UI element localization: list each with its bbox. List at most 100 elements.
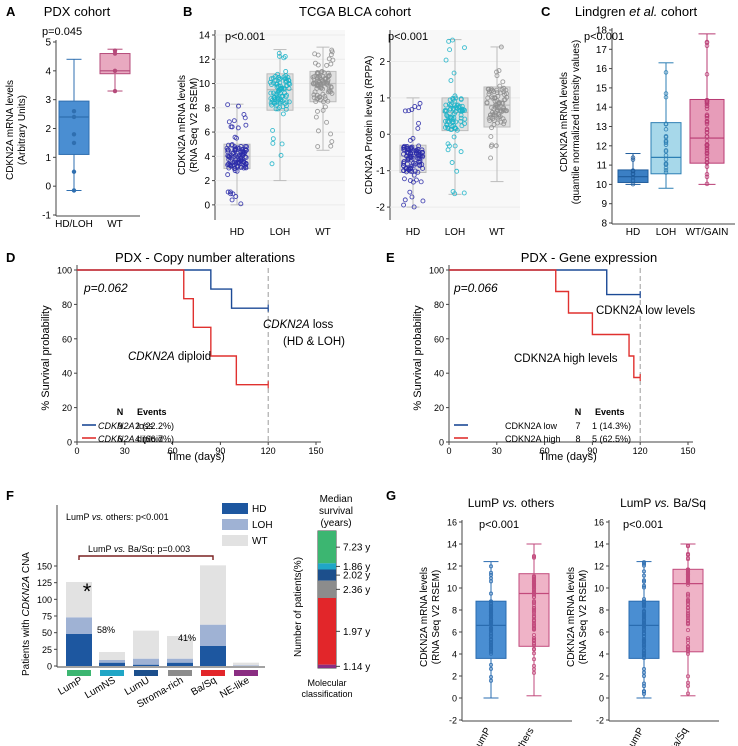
- panel-f-legend-swatch: [222, 535, 248, 546]
- panel-b2-wt-point: [500, 116, 506, 122]
- panel-f-bar-basq-loh: [200, 624, 226, 646]
- panel-b2-wt-point: [494, 73, 500, 79]
- panel-e-x-tick-label: 120: [633, 446, 648, 456]
- panel-b2-wt-point: [488, 134, 494, 140]
- panel-b2-hd-point: [415, 169, 421, 175]
- panel-g2-lump-point: [641, 643, 647, 648]
- panel-c-hd-point: [630, 157, 636, 162]
- panel-e-table-row2-label: CDKN2A high: [505, 434, 561, 444]
- panel-b1-hd-point: [231, 118, 237, 124]
- panel-g2-y-tick-label: 2: [599, 672, 604, 682]
- panel-b1-hd-point: [225, 102, 231, 108]
- panel-b1-hd-point: [242, 115, 248, 121]
- panel-a-y-tick-label: 3: [45, 95, 51, 106]
- panel-b1-hd-point: [228, 163, 234, 169]
- panel-b2-hd-point: [402, 197, 408, 203]
- panel-b1-wt-point: [329, 139, 335, 145]
- panel-b1-loh-point: [278, 152, 284, 158]
- panel-g1-xtick-lump: LumP: [471, 726, 494, 746]
- panel-d-series-b: [77, 269, 269, 386]
- panel-e-x-tick-label: 60: [540, 446, 550, 456]
- panel-f-bar-lumu-hd: [133, 664, 159, 666]
- panel-b2-wt-point: [496, 114, 502, 120]
- panel-b2-hd-point: [416, 120, 421, 126]
- panel-b1-hd-point: [225, 153, 231, 159]
- panel-b1-wt-point: [315, 128, 321, 134]
- panel-b2-wt-point: [494, 98, 500, 104]
- panel-g2-basq-point: [685, 597, 691, 602]
- panel-c-hd-point: [630, 171, 636, 176]
- panel-b1-loh-point: [283, 83, 289, 89]
- panel-g1-others-point: [531, 657, 537, 662]
- panel-c-pvalue: p<0.001: [584, 31, 624, 43]
- panel-g1-others-point: [531, 637, 537, 642]
- legend-label-wt: WT: [252, 536, 268, 547]
- panel-b-title: TCGA BLCA cohort: [299, 4, 411, 19]
- panel-g1-lump-point: [488, 662, 494, 667]
- panel-f-y-tick-label: 125: [37, 578, 52, 588]
- panel-e-series-b: [449, 269, 641, 379]
- panel-b1-wt-point: [328, 143, 334, 149]
- panel-b2-y-tick-label: -1: [376, 166, 385, 177]
- panel-b1-hd-point: [234, 145, 240, 151]
- panel-g2-lump-point: [641, 615, 647, 620]
- panel-b1-loh-point: [277, 53, 282, 59]
- panel-g2-lump-point: [641, 569, 647, 574]
- panel-c-ylabel: CDKN2A mRNA levels: [559, 72, 570, 172]
- panel-b1-hd-point: [229, 142, 235, 148]
- panel-b2-wt-point: [489, 142, 495, 148]
- panel-g2-lump-point: [641, 560, 647, 565]
- panel-g1-others-point: [531, 606, 537, 611]
- panel-b1-hd-point: [229, 197, 235, 203]
- panel-b1-hd-point: [240, 149, 246, 155]
- panel-b1-hd-point: [236, 153, 242, 159]
- panel-g2-pvalue: p<0.001: [623, 519, 663, 531]
- panel-b2-loh-point: [447, 47, 453, 53]
- panel-b1-y-tick-label: 4: [204, 152, 210, 163]
- panel-b1-pvalue: p<0.001: [225, 31, 265, 43]
- panel-f-bracket: [78, 555, 214, 560]
- panel-g2-lump-point: [641, 585, 647, 590]
- panel-b1-hd-point: [229, 124, 235, 130]
- panel-g2-lump-point: [641, 639, 647, 644]
- panel-c-y-tick-label: 10: [596, 180, 608, 191]
- panel-b2-wt-point: [493, 143, 499, 149]
- panel-g1-others-point: [531, 627, 537, 632]
- panel-b1-loh-point: [286, 81, 292, 86]
- panel-g1-others-point: [531, 574, 537, 579]
- panel-b2-y-tick-label: 2: [379, 57, 385, 68]
- panel-c-wtgain-point: [704, 160, 710, 166]
- panel-b1-loh-point: [282, 101, 288, 106]
- panel-f-y-tick-label: 50: [42, 628, 52, 638]
- panel-b2-hd-point: [408, 157, 414, 163]
- panel-b2-loh-point: [450, 189, 456, 194]
- panel-b1-wt-point: [315, 52, 321, 58]
- panel-d-table-row2-label: CDKN2A diploid: [98, 434, 163, 444]
- panel-f-bar-basq-wt: [200, 565, 226, 625]
- panel-b2-hd-point: [402, 108, 408, 114]
- panel-b2-wt-point: [500, 107, 506, 113]
- panel-b1-loh-point: [278, 86, 284, 92]
- panel-b1-loh-point: [283, 69, 289, 74]
- panel-e-x-tick-label: 0: [446, 446, 451, 456]
- panel-b1-loh-point: [270, 136, 276, 142]
- panel-g2-y-tick-label: -2: [596, 716, 604, 726]
- panel-b2-hd-point: [407, 178, 413, 184]
- panel-b2-loh-point: [443, 102, 449, 108]
- panel-e-y-tick-label: 40: [434, 369, 444, 379]
- panel-g2-lump-point: [641, 684, 647, 689]
- panel-b1-y-tick-label: 6: [204, 128, 210, 139]
- panel-b2-loh-point: [449, 160, 455, 165]
- panel-b2-hd-point: [415, 146, 421, 152]
- panel-b2-loh-point: [451, 134, 457, 140]
- panel-e-x-tick-label: 90: [587, 446, 597, 456]
- panel-g2-lump-point: [641, 609, 647, 614]
- panel-b1-loh-point: [286, 86, 292, 92]
- panel-a-point: [71, 169, 77, 174]
- panel-g1-lump-point: [488, 591, 494, 596]
- panel-f-y-tick-label: 100: [37, 595, 52, 605]
- chart-marks: -101234502468101214-2-101289101112131415…: [37, 26, 735, 726]
- panel-g2-basq-point: [685, 628, 691, 633]
- panel-b2-loh-point: [458, 96, 464, 102]
- panel-b1-wt-point: [312, 89, 318, 95]
